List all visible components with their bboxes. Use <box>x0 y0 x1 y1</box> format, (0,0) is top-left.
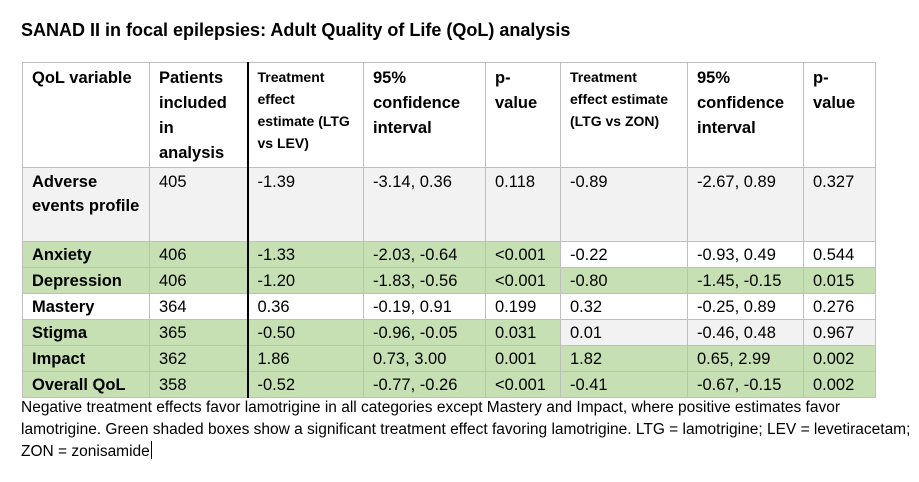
cell-n: 365 <box>149 319 248 346</box>
cell-p-lev: 0.118 <box>485 167 561 242</box>
cell-ci-zon: 0.65, 2.99 <box>687 345 804 372</box>
cell-n: 405 <box>149 167 248 242</box>
header-te-zon: Treatment effect estimate (LTG vs ZON) <box>560 62 688 168</box>
page-title: SANAD II in focal epilepsies: Adult Qual… <box>21 20 571 40</box>
cell-ci-lev: 0.73, 3.00 <box>363 345 486 372</box>
cell-te-lev: -1.20 <box>246 267 364 294</box>
cell-n: 358 <box>149 371 248 398</box>
cell-n: 406 <box>149 267 248 294</box>
cell-ci-lev: -2.03, -0.64 <box>363 241 486 268</box>
table-row-adverse-events: Adverse events profile 405 -1.39 -3.14, … <box>22 167 876 242</box>
cell-ci-zon: -0.46, 0.48 <box>687 319 804 346</box>
cell-ci-lev: -1.83, -0.56 <box>363 267 486 294</box>
table-row-impact: Impact 362 1.86 0.73, 3.00 0.001 1.82 0.… <box>22 345 876 372</box>
cell-te-lev: -0.50 <box>246 319 364 346</box>
cell-var: Depression <box>22 267 150 294</box>
cell-var: Overall QoL <box>22 371 150 398</box>
table-row-overall-qol: Overall QoL 358 -0.52 -0.77, -0.26 <0.00… <box>22 371 876 398</box>
cell-p-lev: <0.001 <box>485 371 561 398</box>
table-row-stigma: Stigma 365 -0.50 -0.96, -0.05 0.031 0.01… <box>22 319 876 346</box>
text-cursor <box>150 441 152 459</box>
cell-p-zon: 0.002 <box>803 371 876 398</box>
header-te-lev: Treatment effect estimate (LTG vs LEV) <box>246 62 364 168</box>
cell-p-zon: 0.002 <box>803 345 876 372</box>
cell-te-lev: 1.86 <box>246 345 364 372</box>
cell-p-zon: 0.544 <box>803 241 876 268</box>
table-row-mastery: Mastery 364 0.36 -0.19, 0.91 0.199 0.32 … <box>22 293 876 320</box>
cell-p-zon: 0.276 <box>803 293 876 320</box>
header-ci-zon: 95% confidence interval <box>687 62 804 168</box>
cell-te-lev: -1.33 <box>246 241 364 268</box>
cell-p-lev: <0.001 <box>485 241 561 268</box>
cell-n: 406 <box>149 241 248 268</box>
table-row-anxiety: Anxiety 406 -1.33 -2.03, -0.64 <0.001 -0… <box>22 241 876 268</box>
cell-p-zon: 0.327 <box>803 167 876 242</box>
cell-p-lev: 0.199 <box>485 293 561 320</box>
cell-ci-lev: -0.96, -0.05 <box>363 319 486 346</box>
cell-n: 362 <box>149 345 248 372</box>
cell-p-lev: 0.001 <box>485 345 561 372</box>
cell-ci-zon: -2.67, 0.89 <box>687 167 804 242</box>
header-ci-lev: 95% confidence interval <box>363 62 486 168</box>
qol-table: QoL variable Patients included in analys… <box>22 62 876 398</box>
cell-ci-zon: -0.25, 0.89 <box>687 293 804 320</box>
cell-te-zon: 0.01 <box>560 319 688 346</box>
cell-var: Anxiety <box>22 241 150 268</box>
cell-te-lev: -0.52 <box>246 371 364 398</box>
cell-te-zon: -0.22 <box>560 241 688 268</box>
cell-te-lev: -1.39 <box>246 167 364 242</box>
cell-var: Adverse events profile <box>22 167 150 242</box>
cell-te-zon: 0.32 <box>560 293 688 320</box>
cell-te-zon: 1.82 <box>560 345 688 372</box>
header-row: QoL variable Patients included in analys… <box>22 62 876 168</box>
header-qol-variable: QoL variable <box>22 62 150 168</box>
header-patients: Patients included in analysis <box>149 62 248 168</box>
cell-var: Impact <box>22 345 150 372</box>
cell-te-lev: 0.36 <box>246 293 364 320</box>
header-p-lev: p-value <box>485 62 561 168</box>
caption[interactable]: Negative treatment effects favor lamotri… <box>21 397 911 463</box>
cell-var: Stigma <box>22 319 150 346</box>
cell-p-lev: <0.001 <box>485 267 561 294</box>
cell-ci-zon: -0.67, -0.15 <box>687 371 804 398</box>
table-row-depression: Depression 406 -1.20 -1.83, -0.56 <0.001… <box>22 267 876 294</box>
cell-te-zon: -0.41 <box>560 371 688 398</box>
cell-ci-zon: -0.93, 0.49 <box>687 241 804 268</box>
cell-var: Mastery <box>22 293 150 320</box>
cell-te-zon: -0.80 <box>560 267 688 294</box>
cell-ci-zon: -1.45, -0.15 <box>687 267 804 294</box>
cell-ci-lev: -0.19, 0.91 <box>363 293 486 320</box>
cell-te-zon: -0.89 <box>560 167 688 242</box>
cell-p-zon: 0.967 <box>803 319 876 346</box>
cell-ci-lev: -0.77, -0.26 <box>363 371 486 398</box>
header-p-zon: p-value <box>803 62 876 168</box>
cell-p-zon: 0.015 <box>803 267 876 294</box>
cell-ci-lev: -3.14, 0.36 <box>363 167 486 242</box>
caption-text: Negative treatment effects favor lamotri… <box>21 399 911 460</box>
cell-n: 364 <box>149 293 248 320</box>
cell-p-lev: 0.031 <box>485 319 561 346</box>
